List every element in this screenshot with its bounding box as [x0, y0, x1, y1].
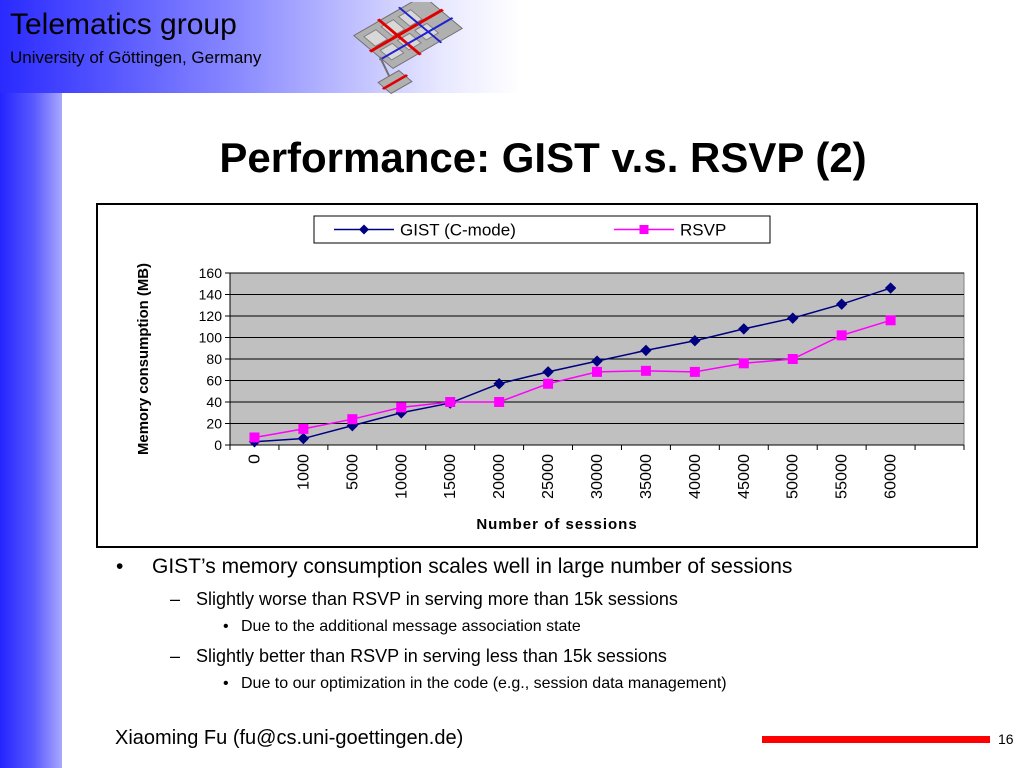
- data-point: [592, 366, 602, 377]
- bullet-marker: •: [223, 675, 229, 692]
- data-point: [689, 366, 700, 377]
- x-tick-label: 20000: [491, 454, 508, 499]
- sub-bullet-item: – Slightly worse than RSVP in serving mo…: [112, 589, 992, 610]
- y-axis-title: Memory consumption (MB): [135, 263, 152, 455]
- series-line-0: [254, 287, 891, 443]
- org-title: Telematics group: [10, 8, 237, 41]
- bullet-list: • GIST’s memory consumption scales well …: [112, 555, 992, 693]
- y-tick-label: 120: [199, 308, 223, 324]
- data-point: [494, 397, 505, 407]
- data-point: [835, 298, 848, 310]
- data-point: [493, 378, 505, 390]
- data-point: [640, 365, 651, 376]
- legend-label: GIST (C-mode): [400, 221, 516, 240]
- legend-label: RSVP: [680, 221, 726, 240]
- data-point: [738, 323, 750, 335]
- y-tick-label: 20: [206, 416, 222, 432]
- x-tick-label: 60000: [883, 454, 900, 499]
- network-logo-icon: [352, 2, 464, 94]
- dash-marker: –: [170, 646, 181, 666]
- footer-author: Xiaoming Fu (fu@cs.uni-goettingen.de): [115, 727, 464, 749]
- data-point: [787, 312, 799, 324]
- x-tick-label: 5000: [344, 454, 361, 490]
- line-chart: 0 20 40 60 80 100 120 140 160 0 1000 5000 10000 15000…: [135, 215, 965, 533]
- x-axis-title: Number of sessions: [476, 516, 637, 533]
- y-tick-label: 100: [199, 330, 223, 346]
- dash-marker: –: [170, 589, 181, 609]
- data-point: [249, 432, 260, 443]
- x-tick-label: 15000: [442, 454, 459, 499]
- data-point: [884, 282, 897, 294]
- side-decoration-band: [0, 0, 62, 768]
- x-tick-label: 10000: [393, 454, 410, 499]
- data-point: [542, 366, 554, 378]
- bullet-marker: •: [116, 555, 124, 578]
- footer-accent-bar: [762, 736, 990, 743]
- data-point: [787, 354, 798, 364]
- sub-sub-bullet-text: Due to our optimization in the code (e.g…: [241, 675, 727, 692]
- data-point: [591, 355, 603, 367]
- bullet-text: GIST’s memory consumption scales well in…: [152, 555, 793, 578]
- bullet-marker: •: [223, 618, 229, 635]
- x-tick-label: 1000: [295, 454, 312, 490]
- page-number: 16: [998, 731, 1014, 747]
- x-tick-label: 55000: [834, 454, 851, 499]
- series-line-1: [254, 319, 891, 439]
- data-point: [297, 432, 310, 445]
- data-point: [738, 358, 749, 369]
- sub-sub-bullet-text: Due to the additional message associatio…: [241, 618, 581, 635]
- bullet-item: • GIST’s memory consumption scales well …: [112, 555, 992, 579]
- x-tick-label: 45000: [736, 454, 753, 499]
- x-tick-label: 30000: [589, 454, 606, 499]
- data-point: [396, 402, 407, 413]
- y-tick-label: 140: [199, 287, 223, 303]
- y-tick-label: 40: [206, 394, 222, 410]
- data-point: [543, 378, 554, 389]
- y-tick-label: 80: [206, 351, 222, 367]
- data-point: [347, 414, 358, 425]
- x-tick-label: 40000: [687, 454, 704, 499]
- y-tick-label: 60: [206, 373, 222, 389]
- x-tick-label: 50000: [785, 454, 802, 499]
- data-point: [836, 330, 847, 341]
- data-point: [689, 335, 701, 347]
- x-tick-label: 25000: [540, 454, 557, 499]
- legend-marker: [639, 225, 649, 234]
- sub-bullet-item: – Slightly better than RSVP in serving l…: [112, 646, 992, 667]
- legend-marker: [359, 224, 369, 235]
- data-point: [885, 315, 896, 326]
- data-point: [640, 344, 652, 357]
- chart-frame: 0 20 40 60 80 100 120 140 160 0 1000 5000 10000 15000…: [96, 203, 978, 548]
- x-tick-label: 35000: [638, 454, 655, 499]
- y-tick-label: 0: [214, 437, 222, 453]
- org-subtitle: University of Göttingen, Germany: [10, 48, 262, 67]
- sub-bullet-text: Slightly better than RSVP in serving les…: [196, 646, 667, 666]
- data-point: [445, 397, 456, 407]
- sub-bullet-text: Slightly worse than RSVP in serving more…: [196, 589, 678, 609]
- slide-title: Performance: GIST v.s. RSVP (2): [219, 134, 867, 181]
- sub-sub-bullet-item: • Due to our optimization in the code (e…: [112, 675, 992, 693]
- sub-sub-bullet-item: • Due to the additional message associat…: [112, 618, 992, 636]
- x-tick-label: 0: [246, 454, 263, 464]
- data-point: [298, 423, 309, 434]
- y-tick-label: 160: [199, 265, 223, 281]
